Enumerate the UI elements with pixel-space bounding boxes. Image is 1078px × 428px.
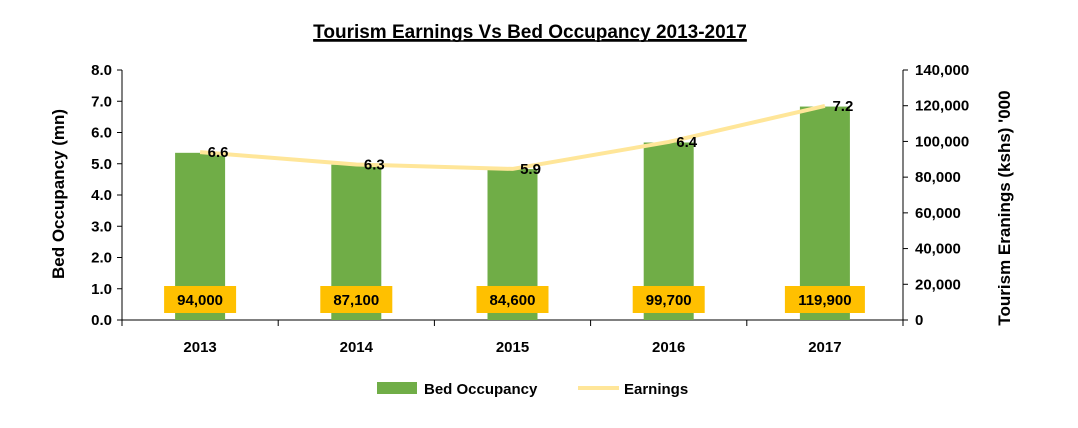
data-label-earnings: 119,900 [784, 286, 865, 313]
right-tick-label: 140,000 [915, 62, 969, 79]
data-label-earnings: 84,600 [476, 286, 549, 313]
x-tick-label: 2014 [340, 339, 374, 356]
data-label-bed-occupancy: 5.9 [520, 161, 541, 178]
right-tick-label: 20,000 [915, 276, 961, 293]
left-tick-label: 7.0 [91, 93, 112, 110]
legend-item-earnings: Earnings [578, 381, 688, 398]
x-tick-label: 2013 [183, 339, 216, 356]
left-tick-label: 1.0 [91, 281, 112, 298]
data-label-box [476, 286, 549, 313]
legend-label: Bed Occupancy [424, 381, 538, 398]
right-tick-label: 100,000 [915, 133, 969, 150]
x-tick-label: 2017 [808, 339, 841, 356]
data-label-earnings: 94,000 [164, 286, 237, 313]
left-tick-label: 6.0 [91, 125, 112, 142]
data-label-earnings: 87,100 [320, 286, 393, 313]
legend-swatch-bar [377, 382, 417, 394]
left-tick-label: 4.0 [91, 187, 112, 204]
data-label-bed-occupancy: 6.6 [208, 144, 229, 161]
right-tick-label: 120,000 [915, 98, 969, 115]
bar-bed-occupancy-2017 [799, 106, 850, 320]
legend-item-bed-occupancy: Bed Occupancy [377, 381, 538, 398]
plot-area: 0.0 1.0 2.0 3.0 4.0 5.0 6.0 7.0 8.0 0 20,000 40,000… [91, 62, 969, 356]
data-label-box [784, 286, 865, 313]
x-tick-label: 2016 [652, 339, 685, 356]
right-tick-label: 40,000 [915, 241, 961, 258]
legend: Bed Occupancy Earnings [377, 381, 688, 398]
data-label-bed-occupancy: 6.4 [676, 134, 698, 151]
data-label-text: 87,100 [333, 292, 379, 309]
left-tick-label: 2.0 [91, 250, 112, 267]
data-label-text: 94,000 [177, 292, 223, 309]
right-axis-label: Tourism Eranings (kshs) '000 [995, 90, 1014, 325]
line-earnings [199, 103, 826, 171]
left-tick-label: 3.0 [91, 218, 112, 235]
left-tick-label: 5.0 [91, 156, 112, 173]
data-label-bed-occupancy: 7.2 [832, 98, 853, 115]
right-tick-label: 80,000 [915, 169, 961, 186]
left-axis-label: Bed Occupancy (mn) [49, 109, 68, 279]
data-label-earnings: 99,700 [632, 286, 705, 313]
data-label-box [632, 286, 705, 313]
data-label-bed-occupancy: 6.3 [364, 156, 385, 173]
legend-label: Earnings [624, 381, 688, 398]
data-label-text: 99,700 [646, 292, 692, 309]
chart-title: Tourism Earnings Vs Bed Occupancy 2013-2… [313, 22, 747, 43]
data-label-box [164, 286, 237, 313]
data-label-text: 84,600 [490, 292, 536, 309]
right-tick-label: 0 [915, 312, 923, 329]
data-label-text: 119,900 [798, 292, 851, 309]
left-tick-label: 8.0 [91, 62, 112, 79]
x-tick-label: 2015 [496, 339, 529, 356]
right-tick-label: 60,000 [915, 205, 961, 222]
left-tick-label: 0.0 [91, 312, 112, 329]
data-label-box [320, 286, 393, 313]
